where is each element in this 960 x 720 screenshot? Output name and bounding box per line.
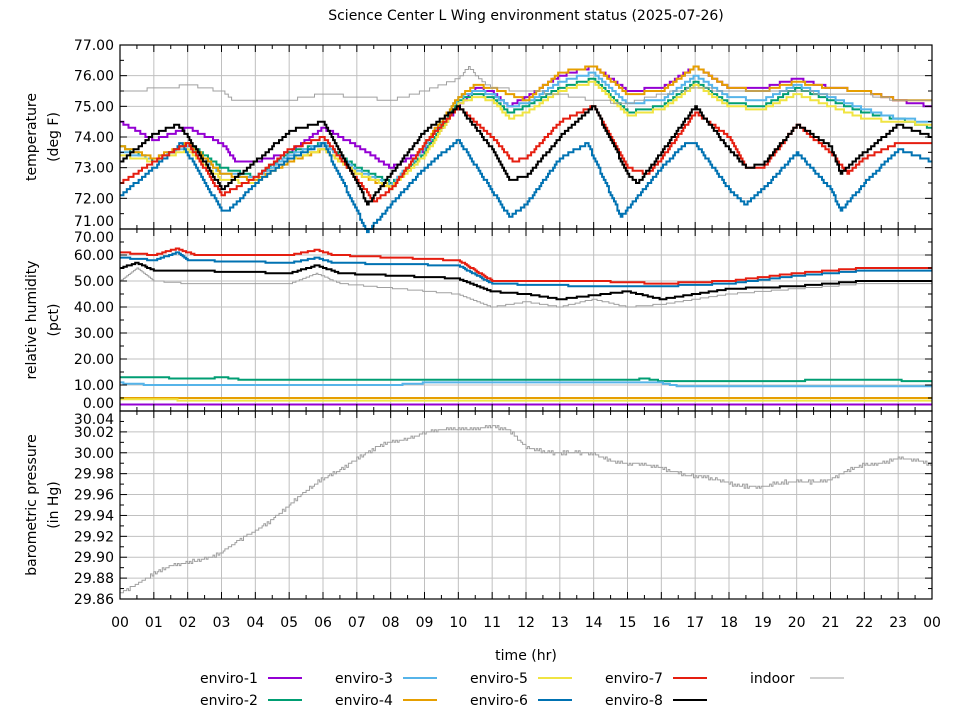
series-line-indoor-panel1 bbox=[120, 66, 932, 104]
legend-label: enviro-7 bbox=[605, 671, 663, 687]
x-tick-label: 08 bbox=[382, 615, 400, 631]
legend-item-enviro-4: enviro-4 bbox=[335, 693, 437, 709]
x-tick-label: 15 bbox=[619, 615, 637, 631]
y-tick-label: 29.86 bbox=[74, 592, 114, 608]
y-tick-label: 73.00 bbox=[74, 161, 114, 177]
y-axis-label-line: temperature bbox=[24, 93, 40, 181]
x-tick-label: 22 bbox=[855, 615, 873, 631]
x-tick-label: 03 bbox=[213, 615, 231, 631]
series-line-enviro-3-panel2 bbox=[120, 381, 932, 388]
chart-title: Science Center L Wing environment status… bbox=[328, 8, 724, 24]
legend-label: enviro-3 bbox=[335, 671, 393, 687]
y-tick-label: 29.98 bbox=[74, 467, 114, 483]
y-tick-label: 29.90 bbox=[74, 550, 114, 566]
y-axis-label-line: (deg F) bbox=[46, 112, 62, 162]
x-tick-label: 04 bbox=[246, 615, 264, 631]
legend-label: enviro-1 bbox=[200, 671, 258, 687]
y-tick-label: 72.00 bbox=[74, 191, 114, 207]
series-line-enviro-6-panel2 bbox=[120, 251, 932, 288]
series-line-enviro-7-panel2 bbox=[120, 247, 932, 285]
legend-label: indoor bbox=[750, 671, 795, 687]
x-tick-label: 05 bbox=[280, 615, 298, 631]
y-axis-label-line: (pct) bbox=[46, 304, 62, 337]
y-tick-label: 20.00 bbox=[74, 352, 114, 368]
series-line-indoor-panel3 bbox=[120, 425, 932, 594]
series-line-enviro-8-panel1 bbox=[120, 105, 932, 206]
y-tick-label: 0.00 bbox=[83, 396, 114, 412]
y-tick-label: 50.00 bbox=[74, 274, 114, 290]
legend: enviro-1 enviro-2 enviro-3 enviro-4 enviro-5… bbox=[200, 671, 844, 709]
x-tick-label: 18 bbox=[720, 615, 738, 631]
x-tick-label: 12 bbox=[517, 615, 535, 631]
y-axis-label-line: barometric pressure bbox=[24, 434, 40, 575]
x-tick-label: 19 bbox=[754, 615, 772, 631]
y-axis-label-line: relative humidity bbox=[24, 260, 40, 379]
y-tick-label: 29.88 bbox=[74, 571, 114, 587]
y-tick-label: 60.00 bbox=[74, 248, 114, 264]
legend-label: enviro-8 bbox=[605, 693, 663, 709]
legend-item-indoor: indoor bbox=[750, 671, 844, 687]
y-tick-label: 40.00 bbox=[74, 300, 114, 316]
series-line-indoor-panel2 bbox=[120, 267, 932, 308]
y-tick-label: 29.92 bbox=[74, 529, 114, 545]
y-tick-label: 30.00 bbox=[74, 446, 114, 462]
x-tick-label: 01 bbox=[145, 615, 163, 631]
y-tick-label: 30.02 bbox=[74, 425, 114, 441]
series-line-enviro-4-panel1 bbox=[120, 65, 932, 191]
y-tick-label: 30.00 bbox=[74, 326, 114, 342]
y-axis-label-line: (in Hg) bbox=[46, 481, 62, 529]
x-tick-label: 13 bbox=[551, 615, 569, 631]
y-tick-label: 10.00 bbox=[74, 378, 114, 394]
y-tick-label: 30.04 bbox=[74, 412, 114, 428]
x-tick-label: 20 bbox=[788, 615, 806, 631]
legend-label: enviro-5 bbox=[470, 671, 528, 687]
y-tick-label: 74.00 bbox=[74, 130, 114, 146]
y-axis-label: barometric pressure (in Hg) bbox=[24, 434, 62, 575]
legend-item-enviro-5: enviro-5 bbox=[470, 671, 572, 687]
x-tick-label: 21 bbox=[822, 615, 840, 631]
legend-item-enviro-7: enviro-7 bbox=[605, 671, 707, 687]
y-tick-label: 71.00 bbox=[74, 214, 114, 230]
legend-item-enviro-1: enviro-1 bbox=[200, 671, 302, 687]
legend-item-enviro-6: enviro-6 bbox=[470, 693, 572, 709]
series-line-enviro-5-panel2 bbox=[120, 398, 932, 402]
x-tick-label: 11 bbox=[483, 615, 501, 631]
y-tick-label: 70.00 bbox=[74, 230, 114, 246]
series-line-enviro-2-panel2 bbox=[120, 376, 932, 383]
legend-label: enviro-2 bbox=[200, 693, 258, 709]
x-tick-label: 00 bbox=[923, 615, 941, 631]
x-tick-label: 10 bbox=[449, 615, 467, 631]
x-tick-label: 02 bbox=[179, 615, 197, 631]
x-tick-label: 00 bbox=[111, 615, 129, 631]
x-tick-label: 06 bbox=[314, 615, 332, 631]
x-tick-label: 23 bbox=[889, 615, 907, 631]
x-tick-label: 07 bbox=[348, 615, 366, 631]
x-tick-label: 14 bbox=[585, 615, 603, 631]
legend-item-enviro-8: enviro-8 bbox=[605, 693, 707, 709]
y-tick-label: 76.00 bbox=[74, 69, 114, 85]
y-tick-label: 75.00 bbox=[74, 99, 114, 115]
x-tick-label: 16 bbox=[652, 615, 670, 631]
series-line-enviro-6-panel1 bbox=[120, 139, 932, 234]
legend-label: enviro-4 bbox=[335, 693, 393, 709]
y-axis-label: temperature (deg F) bbox=[24, 93, 62, 181]
y-tick-label: 29.96 bbox=[74, 488, 114, 504]
legend-item-enviro-2: enviro-2 bbox=[200, 693, 302, 709]
x-tick-label: 17 bbox=[686, 615, 704, 631]
y-tick-label: 29.94 bbox=[74, 508, 114, 524]
y-axis-label: relative humidity (pct) bbox=[24, 260, 62, 379]
y-tick-label: 77.00 bbox=[74, 38, 114, 54]
legend-label: enviro-6 bbox=[470, 693, 528, 709]
x-tick-label: 09 bbox=[416, 615, 434, 631]
series-line-enviro-8-panel2 bbox=[120, 261, 932, 301]
legend-item-enviro-3: enviro-3 bbox=[335, 671, 437, 687]
x-axis-label: time (hr) bbox=[495, 648, 557, 664]
